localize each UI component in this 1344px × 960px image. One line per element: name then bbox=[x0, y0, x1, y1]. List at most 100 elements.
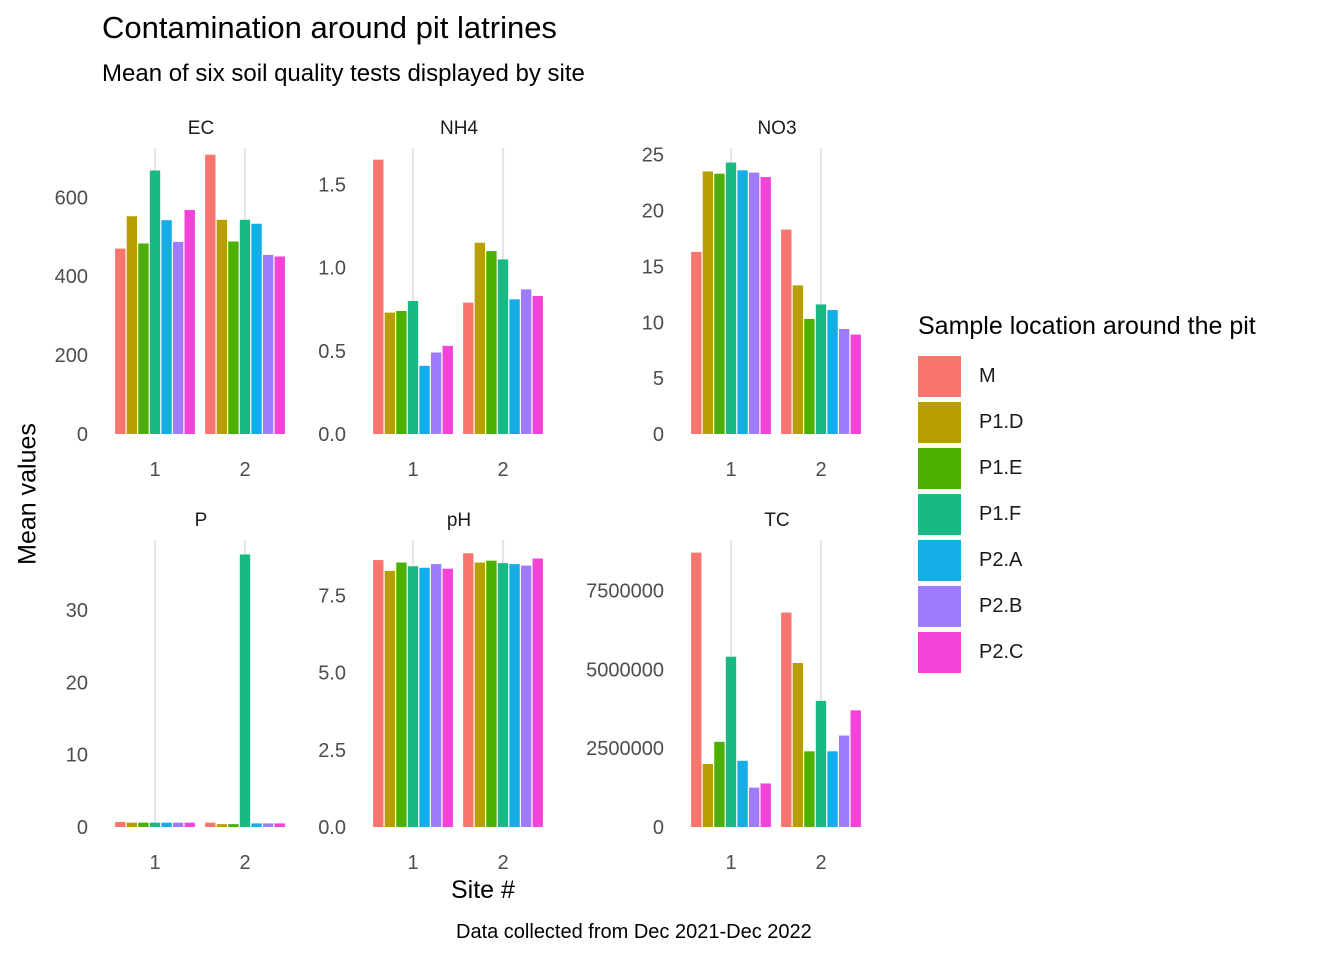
bar-TC-site2-P2.A bbox=[827, 751, 838, 827]
bar-P-site2-P1.D bbox=[216, 824, 228, 827]
bar-EC-site1-P1.F bbox=[149, 170, 161, 435]
bar-pH-site2-P1.F bbox=[497, 563, 509, 827]
legend-label: P2.B bbox=[979, 594, 1023, 617]
facet-label-P: P bbox=[195, 510, 208, 531]
legend-swatch bbox=[918, 447, 961, 489]
panel-NH4: 0.0 0.5 1.0 1.5 1 2 NH4 bbox=[318, 118, 543, 481]
bar-TC-site2-M bbox=[781, 612, 792, 827]
y-tick-label: 1.5 bbox=[318, 175, 346, 197]
legend-item: P1.E bbox=[918, 445, 1256, 491]
y-tick-label: 200 bbox=[55, 345, 88, 367]
y-tick-label: 0 bbox=[653, 424, 664, 446]
facet-label-EC: EC bbox=[188, 118, 214, 139]
bar-pH-site1-P2.A bbox=[419, 567, 430, 827]
y-tick-label: 5.0 bbox=[318, 663, 346, 685]
bar-TC-site2-P1.D bbox=[792, 663, 804, 827]
bar-TC-site1-P2.A bbox=[737, 760, 748, 827]
bar-NH4-site2-M bbox=[463, 302, 474, 434]
y-tick-label: 10 bbox=[642, 312, 664, 334]
bar-NO3-site1-P2.C bbox=[760, 177, 771, 435]
x-tick-label: 2 bbox=[239, 459, 250, 481]
bar-P-site1-P1.F bbox=[149, 822, 161, 827]
bar-P-site1-P1.E bbox=[138, 822, 149, 827]
bar-EC-site1-P1.D bbox=[126, 216, 138, 434]
bar-TC-site1-P1.D bbox=[702, 763, 714, 827]
y-tick-label: 0.5 bbox=[318, 341, 346, 363]
bar-NH4-site2-P2.B bbox=[520, 289, 532, 434]
legend-label: M bbox=[979, 364, 996, 387]
x-tick-label: 1 bbox=[725, 852, 736, 874]
bar-NO3-site1-P2.B bbox=[748, 172, 760, 434]
y-axis-label: Mean values bbox=[13, 423, 42, 565]
legend-swatch bbox=[918, 585, 961, 627]
x-tick-label: 2 bbox=[815, 459, 826, 481]
bar-P-site2-P2.C bbox=[274, 823, 285, 827]
bar-NO3-site1-M bbox=[691, 251, 702, 434]
bar-NO3-site2-P1.F bbox=[815, 304, 827, 434]
x-tick-label: 1 bbox=[407, 459, 418, 481]
y-tick-label: 20 bbox=[66, 672, 88, 694]
bar-TC-site1-P2.B bbox=[748, 787, 760, 827]
x-tick-label: 1 bbox=[725, 459, 736, 481]
y-tick-label: 0 bbox=[77, 424, 88, 446]
bar-TC-site1-P1.F bbox=[725, 656, 737, 827]
y-tick-label: 2500000 bbox=[586, 738, 664, 760]
legend-item: P2.C bbox=[918, 629, 1256, 675]
bar-EC-site1-M bbox=[115, 248, 126, 434]
bar-NO3-site2-P2.C bbox=[850, 334, 861, 434]
bar-NO3-site1-P1.F bbox=[725, 162, 737, 434]
facet-label-pH: pH bbox=[447, 510, 471, 531]
bar-P-site1-P2.A bbox=[161, 822, 172, 827]
bar-NO3-site2-P2.B bbox=[838, 328, 850, 434]
bar-NH4-site2-P2.A bbox=[509, 299, 520, 434]
bar-TC-site2-P1.F bbox=[815, 700, 827, 827]
y-tick-label: 7.5 bbox=[318, 586, 346, 608]
bar-EC-site1-P2.B bbox=[172, 241, 184, 434]
panel-P: 0 10 20 30 1 2 P bbox=[66, 510, 285, 874]
bar-TC-site2-P1.E bbox=[804, 751, 815, 827]
bar-pH-site1-P1.E bbox=[396, 562, 407, 827]
bar-EC-site2-P1.F bbox=[239, 219, 251, 434]
bar-pH-site2-P2.A bbox=[509, 564, 520, 827]
bar-NH4-site2-P1.F bbox=[497, 259, 509, 434]
bar-P-site1-P2.B bbox=[172, 822, 184, 827]
y-tick-label: 400 bbox=[55, 266, 88, 288]
bar-NH4-site1-P2.A bbox=[419, 365, 430, 434]
legend-item: P1.F bbox=[918, 491, 1256, 537]
bar-EC-site1-P2.C bbox=[184, 209, 195, 434]
legend-item: M bbox=[918, 353, 1256, 399]
panel-NO3: 0 5 10 15 20 25 1 2 NO3 bbox=[642, 118, 861, 481]
legend-item: P1.D bbox=[918, 399, 1256, 445]
legend-title: Sample location around the pit bbox=[918, 312, 1256, 340]
x-tick-label: 2 bbox=[497, 459, 508, 481]
bar-P-site2-M bbox=[205, 822, 216, 827]
x-tick-label: 2 bbox=[239, 852, 250, 874]
bar-P-site1-M bbox=[115, 821, 126, 827]
y-tick-label: 25 bbox=[642, 145, 664, 167]
bar-EC-site2-P2.C bbox=[274, 256, 285, 434]
y-tick-label: 20 bbox=[642, 201, 664, 223]
y-tick-label: 0 bbox=[77, 817, 88, 839]
y-tick-label: 30 bbox=[66, 600, 88, 622]
x-tick-label: 1 bbox=[149, 852, 160, 874]
y-tick-label: 10 bbox=[66, 745, 88, 767]
bar-pH-site2-M bbox=[463, 553, 474, 827]
y-tick-label: 0.0 bbox=[318, 424, 346, 446]
y-tick-label: 600 bbox=[55, 187, 88, 209]
bar-NH4-site2-P1.D bbox=[474, 242, 486, 434]
bar-NH4-site2-P1.E bbox=[486, 251, 497, 434]
legend-swatch bbox=[918, 493, 961, 535]
bar-pH-site2-P2.B bbox=[520, 565, 532, 827]
x-tick-label: 2 bbox=[815, 852, 826, 874]
legend-label: P2.C bbox=[979, 640, 1024, 663]
bar-pH-site2-P1.D bbox=[474, 562, 486, 827]
bar-TC-site1-M bbox=[691, 552, 702, 827]
bar-P-site2-P1.E bbox=[228, 824, 239, 827]
bar-NO3-site1-P1.D bbox=[702, 171, 714, 434]
bar-NO3-site2-P2.A bbox=[827, 309, 838, 434]
y-tick-label: 7500000 bbox=[586, 580, 664, 602]
facet-label-NH4: NH4 bbox=[440, 118, 478, 139]
x-tick-label: 1 bbox=[149, 459, 160, 481]
bar-NH4-site1-P2.C bbox=[442, 345, 453, 434]
